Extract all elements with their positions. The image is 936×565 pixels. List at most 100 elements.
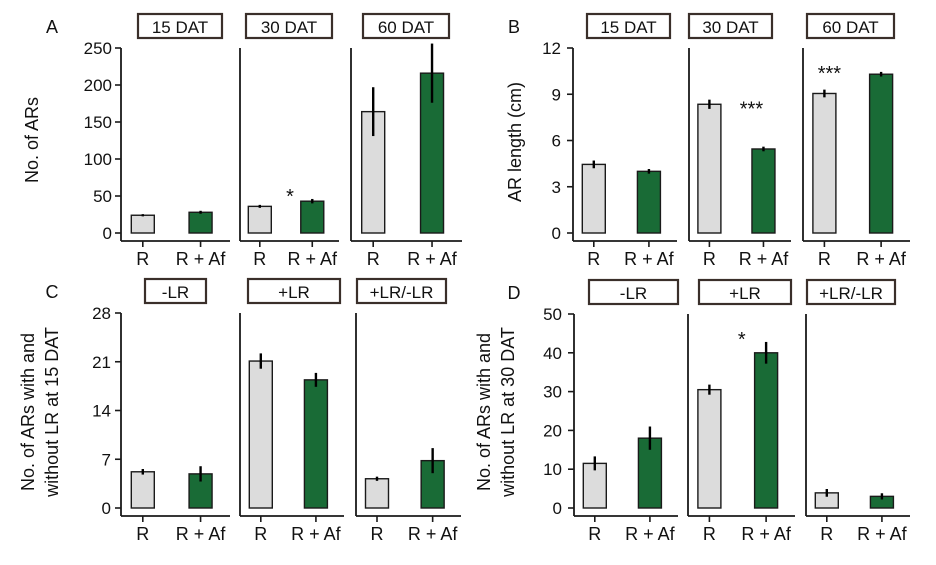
group-label: 60 DAT <box>378 18 434 37</box>
x-tick-label: R + Af <box>741 524 792 544</box>
x-tick-label: R + Af <box>176 249 227 269</box>
x-tick-label: R <box>820 524 833 544</box>
group-1: 30 DAT R R + Af *** <box>687 12 791 269</box>
y-axis-label-line: without LR at 15 DAT <box>42 327 62 498</box>
x-tick-label: R + Af <box>856 249 907 269</box>
group-label-box <box>355 277 448 305</box>
bar-control <box>812 92 837 234</box>
bar-control <box>248 360 274 509</box>
bar-treatment <box>188 211 213 234</box>
group-label-box <box>587 278 680 306</box>
group-0: 15 DAT R R + Af <box>120 12 230 269</box>
group-1: +LR R R + Af * <box>687 278 795 544</box>
y-tick-label: 14 <box>92 402 111 421</box>
x-tick-label: R + Af <box>407 249 458 269</box>
bar-treatment <box>868 73 894 234</box>
significance-marker: *** <box>818 63 842 85</box>
group-label-box <box>361 12 451 40</box>
panel-letter: C <box>46 282 59 302</box>
y-tick-label: 50 <box>543 305 562 324</box>
group-label: -LR <box>162 283 189 302</box>
y-tick-label: 12 <box>542 39 561 58</box>
y-tick-label: 7 <box>102 450 111 469</box>
group-0: -LR R R + Af <box>120 277 230 544</box>
x-tick-label: R <box>254 524 267 544</box>
y-tick-label: 100 <box>84 150 112 169</box>
bar-control <box>581 163 606 234</box>
group-label: +LR <box>729 284 761 303</box>
y-tick-label: 50 <box>93 187 112 206</box>
bar-treatment <box>300 200 325 234</box>
x-tick-label: R <box>136 249 149 269</box>
group-label-box <box>805 12 896 40</box>
y-axis-label-line: No. of ARs with and <box>18 333 38 491</box>
x-tick-label: R <box>371 524 384 544</box>
x-tick-label: R <box>253 249 266 269</box>
y-axis-label-line: without LR at 30 DAT <box>498 327 518 498</box>
group-2: 60 DAT R R + Af <box>350 12 462 269</box>
y-tick-label: 0 <box>103 224 112 243</box>
panel-letter: D <box>508 283 521 303</box>
group-2: +LR/-LR R R + Af <box>355 277 461 544</box>
x-tick-label: R <box>818 249 831 269</box>
x-tick-label: R + Af <box>408 524 459 544</box>
group-label: 30 DAT <box>261 18 317 37</box>
x-tick-label: R + Af <box>857 524 908 544</box>
group-0: -LR R R + Af <box>573 278 680 544</box>
group-label: +LR <box>278 283 310 302</box>
y-tick-label: 9 <box>552 85 561 104</box>
group-label-box <box>246 277 342 305</box>
group-label: +LR/-LR <box>819 284 883 303</box>
group-label: 15 DAT <box>600 18 656 37</box>
y-tick-label: 200 <box>84 76 112 95</box>
significance-marker: *** <box>740 99 764 121</box>
bar-control <box>130 214 156 234</box>
y-axis-label: No. of ARs <box>22 97 42 183</box>
group-label-box <box>697 278 793 306</box>
y-tick-label: 20 <box>543 421 562 440</box>
bar-control <box>364 478 390 509</box>
group-label: -LR <box>620 284 647 303</box>
x-tick-label: R + Af <box>176 524 227 544</box>
y-tick-label: 40 <box>543 344 562 363</box>
x-tick-label: R + Af <box>288 249 339 269</box>
group-label: 60 DAT <box>822 18 878 37</box>
y-tick-label: 30 <box>543 383 562 402</box>
y-tick-label: 28 <box>92 304 111 323</box>
group-label: 30 DAT <box>702 18 758 37</box>
y-tick-label: 21 <box>92 353 111 372</box>
y-tick-label: 0 <box>553 499 562 518</box>
group-0: 15 DAT R R + Af <box>572 12 677 269</box>
y-axis-label: AR length (cm) <box>505 82 525 202</box>
group-1: 30 DAT R R + Af * <box>239 12 339 269</box>
y-tick-label: 3 <box>552 178 561 197</box>
group-label-box <box>143 277 208 305</box>
panel-letter: A <box>46 17 58 37</box>
y-tick-label: 150 <box>84 113 112 132</box>
bar-control <box>247 205 273 234</box>
y-axis-label-line: No. of ARs with and <box>474 333 494 491</box>
group-label-box <box>805 278 897 306</box>
x-tick-label: R + Af <box>625 524 676 544</box>
panel-D: D No. of ARs with and without LR at 30 DAT… <box>474 278 910 544</box>
bar-treatment <box>753 352 779 509</box>
y-tick-label: 6 <box>552 132 561 151</box>
group-label-box <box>687 12 774 40</box>
x-tick-label: R <box>367 249 380 269</box>
group-label-box <box>136 12 224 40</box>
y-tick-label: 10 <box>543 460 562 479</box>
significance-marker: * <box>286 186 294 208</box>
x-tick-label: R + Af <box>291 524 342 544</box>
x-tick-label: R + Af <box>624 249 675 269</box>
group-2: 60 DAT R R + Af *** <box>802 12 910 269</box>
x-tick-label: R <box>703 524 716 544</box>
y-tick-label: 250 <box>84 39 112 58</box>
x-tick-label: R <box>587 249 600 269</box>
x-tick-label: R + Af <box>739 249 790 269</box>
bar-treatment <box>636 170 662 234</box>
group-label-box <box>244 12 334 40</box>
group-1: +LR R R + Af <box>239 277 344 544</box>
